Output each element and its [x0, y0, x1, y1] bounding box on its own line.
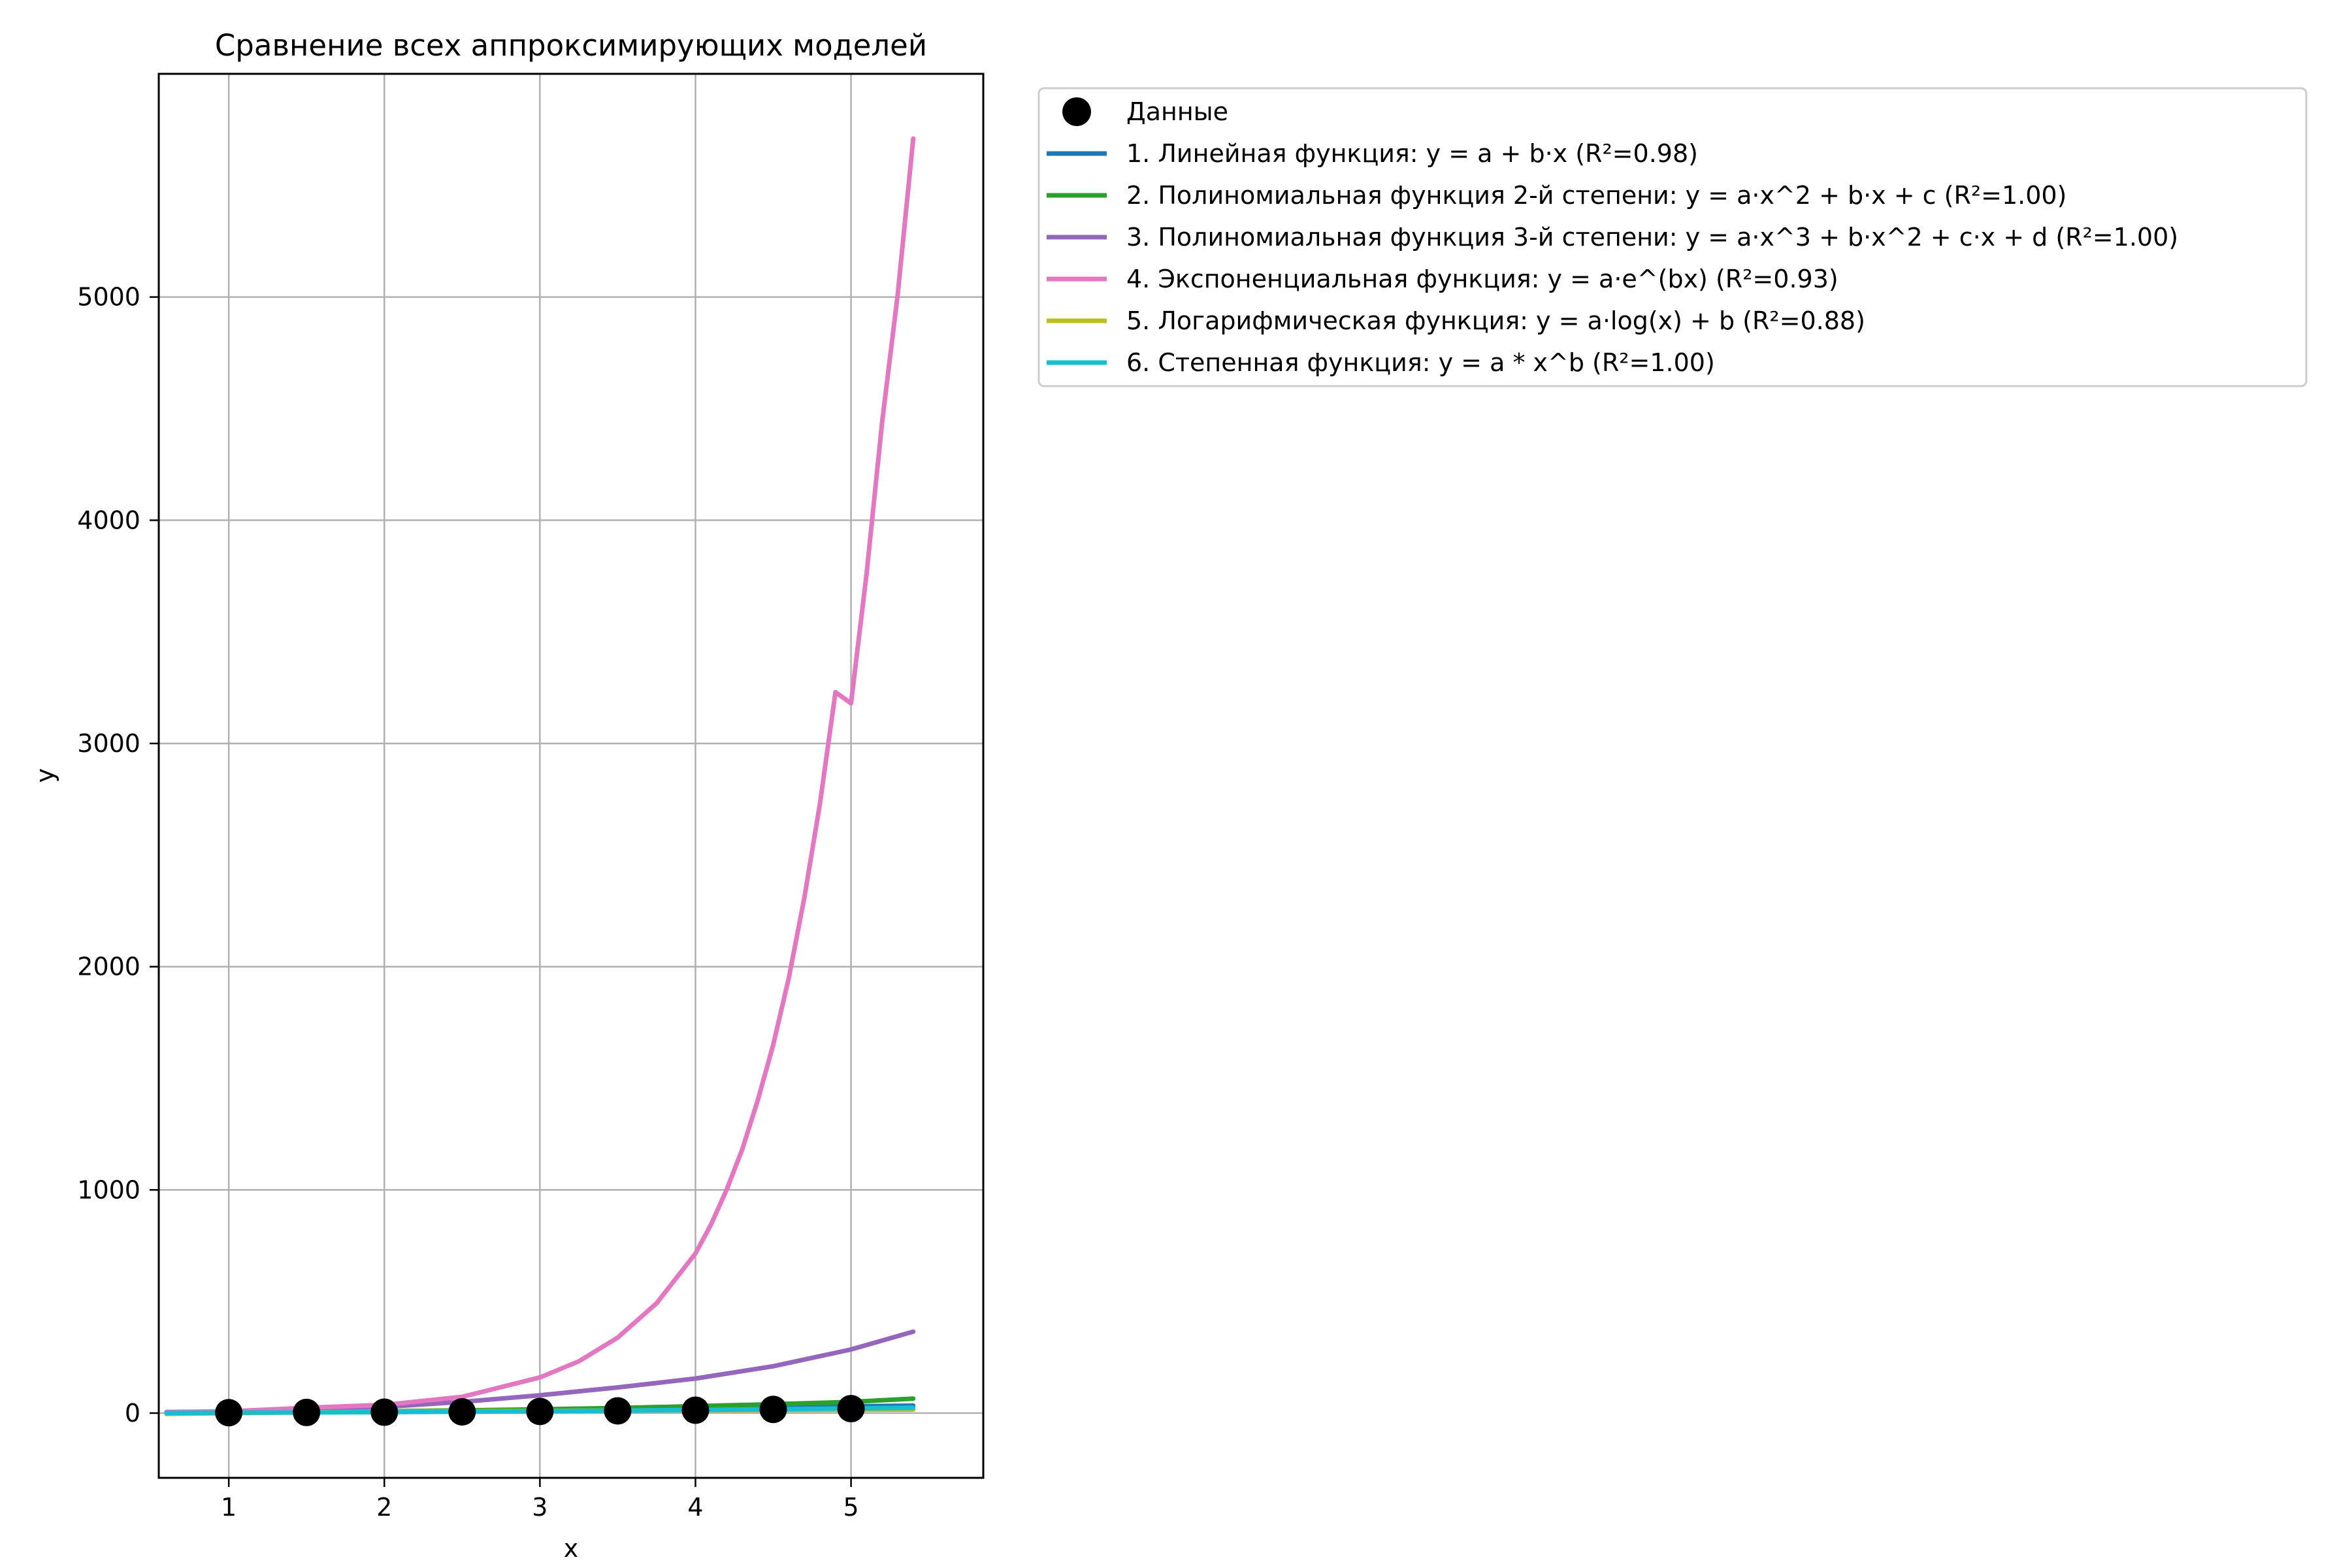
y-ticks: 0 1000 2000 3000 4000 5000	[77, 283, 159, 1428]
y-tick-label: 4000	[77, 506, 140, 534]
legend-label-3: 3. Полиномиальная функция 3-й степени: y…	[1126, 223, 2178, 252]
x-tick-label: 5	[843, 1493, 859, 1522]
series-line-4	[164, 136, 916, 1415]
y-tick-label: 2000	[77, 953, 140, 981]
legend-label-6: 6. Степенная функция: y = a * x^b (R²=1.…	[1126, 348, 1715, 377]
data-point	[604, 1397, 632, 1425]
y-tick-label: 0	[125, 1399, 140, 1428]
data-point	[526, 1397, 554, 1426]
legend-frame	[1037, 87, 2308, 387]
plot-frame	[157, 73, 985, 1479]
chart-title: Сравнение всех аппроксимирующих моделей	[215, 28, 927, 63]
data-point	[293, 1398, 321, 1426]
x-axis-label: x	[564, 1534, 579, 1563]
data-point	[448, 1398, 476, 1426]
legend-label-5: 5. Логарифмическая функция: y = a·log(x)…	[1126, 306, 1865, 335]
data-points-layer	[215, 1395, 865, 1427]
data-point	[215, 1399, 243, 1427]
x-tick-label: 1	[221, 1493, 237, 1522]
x-grid	[227, 74, 852, 1478]
data-point	[837, 1395, 865, 1423]
y-tick-label: 3000	[77, 729, 140, 758]
x-tick-label: 3	[532, 1493, 547, 1522]
y-axis-label: y	[31, 768, 59, 783]
x-tick-label: 4	[687, 1493, 703, 1522]
legend-label-1: 1. Линейная функция: y = a + b·x (R²=0.9…	[1126, 139, 1698, 168]
data-point	[759, 1396, 787, 1424]
legend-label-4: 4. Экспоненциальная функция: y = a·e^(bx…	[1126, 265, 1838, 293]
y-tick-label: 5000	[77, 283, 140, 312]
legend-label-2: 2. Полиномиальная функция 2-й степени: y…	[1126, 181, 2066, 210]
legend: Данные 1. Линейная функция: y = a + b·x …	[1037, 87, 2308, 387]
x-ticks: 1 2 3 4 5	[221, 1478, 859, 1522]
legend-marker-data	[1062, 97, 1091, 126]
legend-label-data: Данные	[1126, 97, 1228, 126]
data-point	[681, 1396, 710, 1424]
y-tick-label: 1000	[77, 1175, 140, 1204]
data-point	[370, 1398, 399, 1426]
x-tick-label: 2	[376, 1493, 392, 1522]
